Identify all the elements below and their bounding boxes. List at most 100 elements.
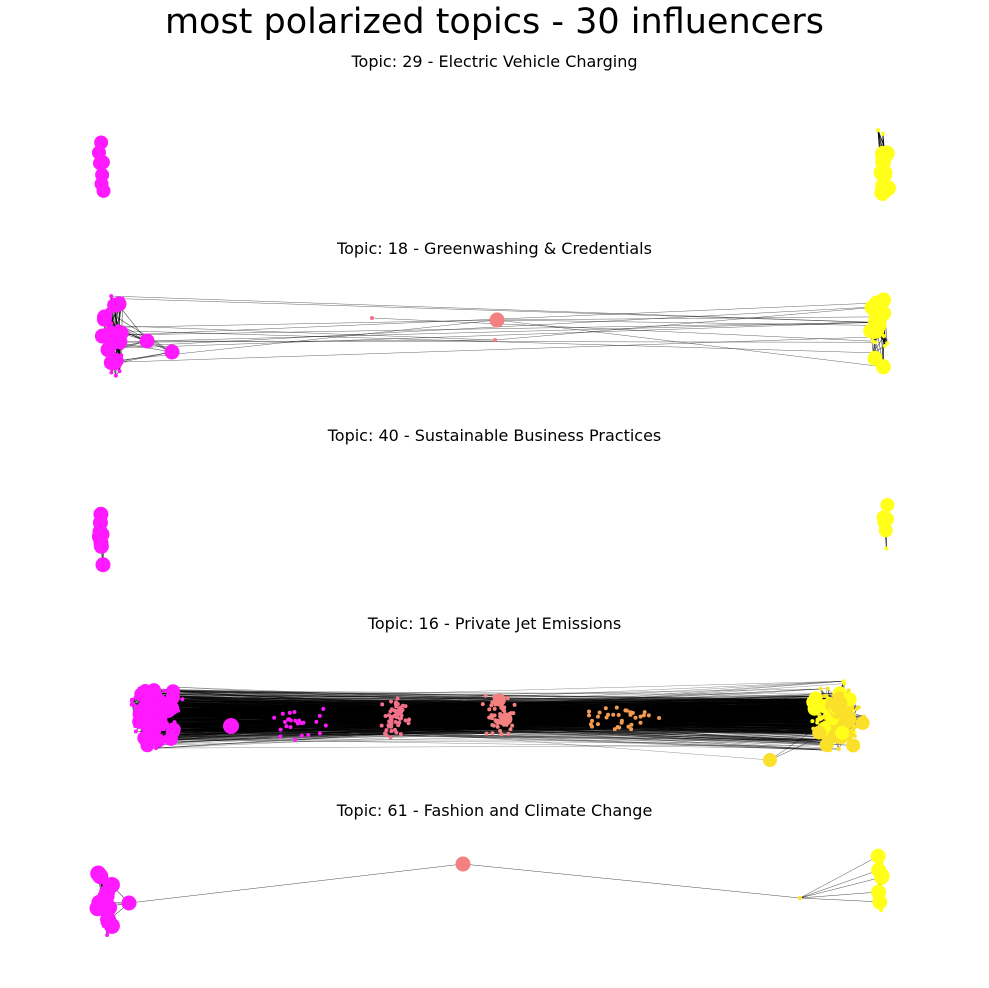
graph-node: [812, 726, 826, 740]
graph-node: [394, 730, 398, 734]
graph-node: [880, 498, 894, 512]
graph-node: [122, 896, 137, 911]
graph-node: [628, 711, 632, 715]
graph-node: [596, 715, 600, 719]
topic-40-panel: Topic: 40 - Sustainable Business Practic…: [0, 426, 989, 613]
graph-node: [643, 710, 647, 714]
topic-18-panel: Topic: 18 - Greenwashing & Credentials: [0, 239, 989, 426]
graph-node: [598, 711, 602, 715]
graph-node: [387, 719, 391, 723]
graph-node: [884, 547, 888, 551]
graph-node: [853, 734, 857, 738]
graph-node: [874, 185, 890, 201]
graph-node: [92, 146, 106, 160]
graph-node: [513, 703, 517, 707]
graph-node: [484, 732, 488, 736]
graph-node: [287, 717, 291, 721]
graph-node: [487, 707, 491, 711]
graph-node: [490, 731, 494, 735]
graph-node: [617, 713, 621, 717]
graph-node: [114, 374, 118, 378]
graph-node: [510, 724, 514, 728]
graph-node: [876, 293, 891, 308]
graph-node: [380, 724, 384, 728]
graph-node: [493, 694, 506, 707]
topic-18-title: Topic: 18 - Greenwashing & Credentials: [0, 239, 989, 258]
graph-node: [324, 724, 328, 728]
graph-node: [386, 723, 390, 727]
graph-node: [506, 696, 510, 700]
bridge-edge: [800, 898, 880, 902]
graph-node: [876, 164, 892, 180]
topic-29-panel: Topic: 29 - Electric Vehicle Charging: [0, 52, 989, 239]
graph-node: [407, 717, 411, 721]
graph-node: [384, 714, 388, 718]
graph-node: [97, 309, 112, 324]
graph-node: [223, 718, 239, 734]
graph-node: [90, 865, 106, 881]
graph-node: [493, 707, 497, 711]
graph-node: [855, 707, 859, 711]
graph-node: [596, 722, 600, 726]
graph-node: [616, 725, 620, 729]
graph-node: [318, 731, 322, 735]
graph-node: [288, 711, 292, 715]
graph-node: [370, 316, 374, 320]
graph-node: [293, 738, 297, 742]
graph-node: [639, 715, 643, 719]
graph-node: [162, 689, 166, 693]
graph-node: [881, 132, 885, 136]
graph-node: [611, 713, 615, 717]
graph-node: [837, 747, 841, 751]
graph-node: [633, 716, 637, 720]
topic-40-network-graph: [0, 448, 989, 613]
graph-node: [384, 728, 388, 732]
graph-node: [389, 735, 393, 739]
graph-node: [397, 721, 401, 725]
graph-node: [300, 734, 304, 738]
graph-node: [100, 342, 115, 357]
graph-node: [99, 885, 115, 901]
graph-node: [492, 724, 496, 728]
graph-node: [292, 710, 296, 714]
graph-node: [885, 341, 889, 345]
graph-node: [318, 714, 322, 718]
graph-node: [493, 718, 497, 722]
graph-node: [879, 145, 895, 161]
graph-node: [763, 753, 777, 767]
graph-node: [879, 523, 893, 537]
graph-node: [481, 702, 485, 706]
graph-node: [623, 708, 627, 712]
graph-node: [496, 725, 500, 729]
graph-node: [396, 697, 400, 701]
graph-node: [490, 313, 505, 328]
graph-node: [180, 697, 184, 701]
graph-node: [847, 688, 851, 692]
topic-40-title: Topic: 40 - Sustainable Business Practic…: [0, 426, 989, 445]
graph-node: [856, 716, 870, 730]
graph-node: [499, 712, 512, 725]
graph-node: [300, 721, 304, 725]
graph-node: [284, 724, 288, 728]
topic-16-network-graph: [0, 636, 989, 801]
graph-node: [809, 691, 823, 705]
graph-node: [389, 715, 393, 719]
graph-node: [498, 729, 502, 733]
graph-node: [606, 713, 610, 717]
graph-node: [798, 896, 802, 900]
graph-node: [95, 557, 110, 572]
graph-node: [278, 734, 282, 738]
graph-node: [167, 722, 181, 736]
graph-node: [826, 687, 830, 691]
graph-node: [288, 725, 292, 729]
graph-node: [166, 684, 180, 698]
graph-node: [132, 715, 146, 729]
graph-node: [868, 351, 883, 366]
graph-node: [484, 694, 488, 698]
graph-node: [130, 703, 134, 707]
graph-node: [822, 694, 826, 698]
graph-node: [842, 679, 846, 683]
graph-node: [272, 716, 276, 720]
graph-node: [873, 340, 877, 344]
graph-node: [872, 894, 887, 909]
